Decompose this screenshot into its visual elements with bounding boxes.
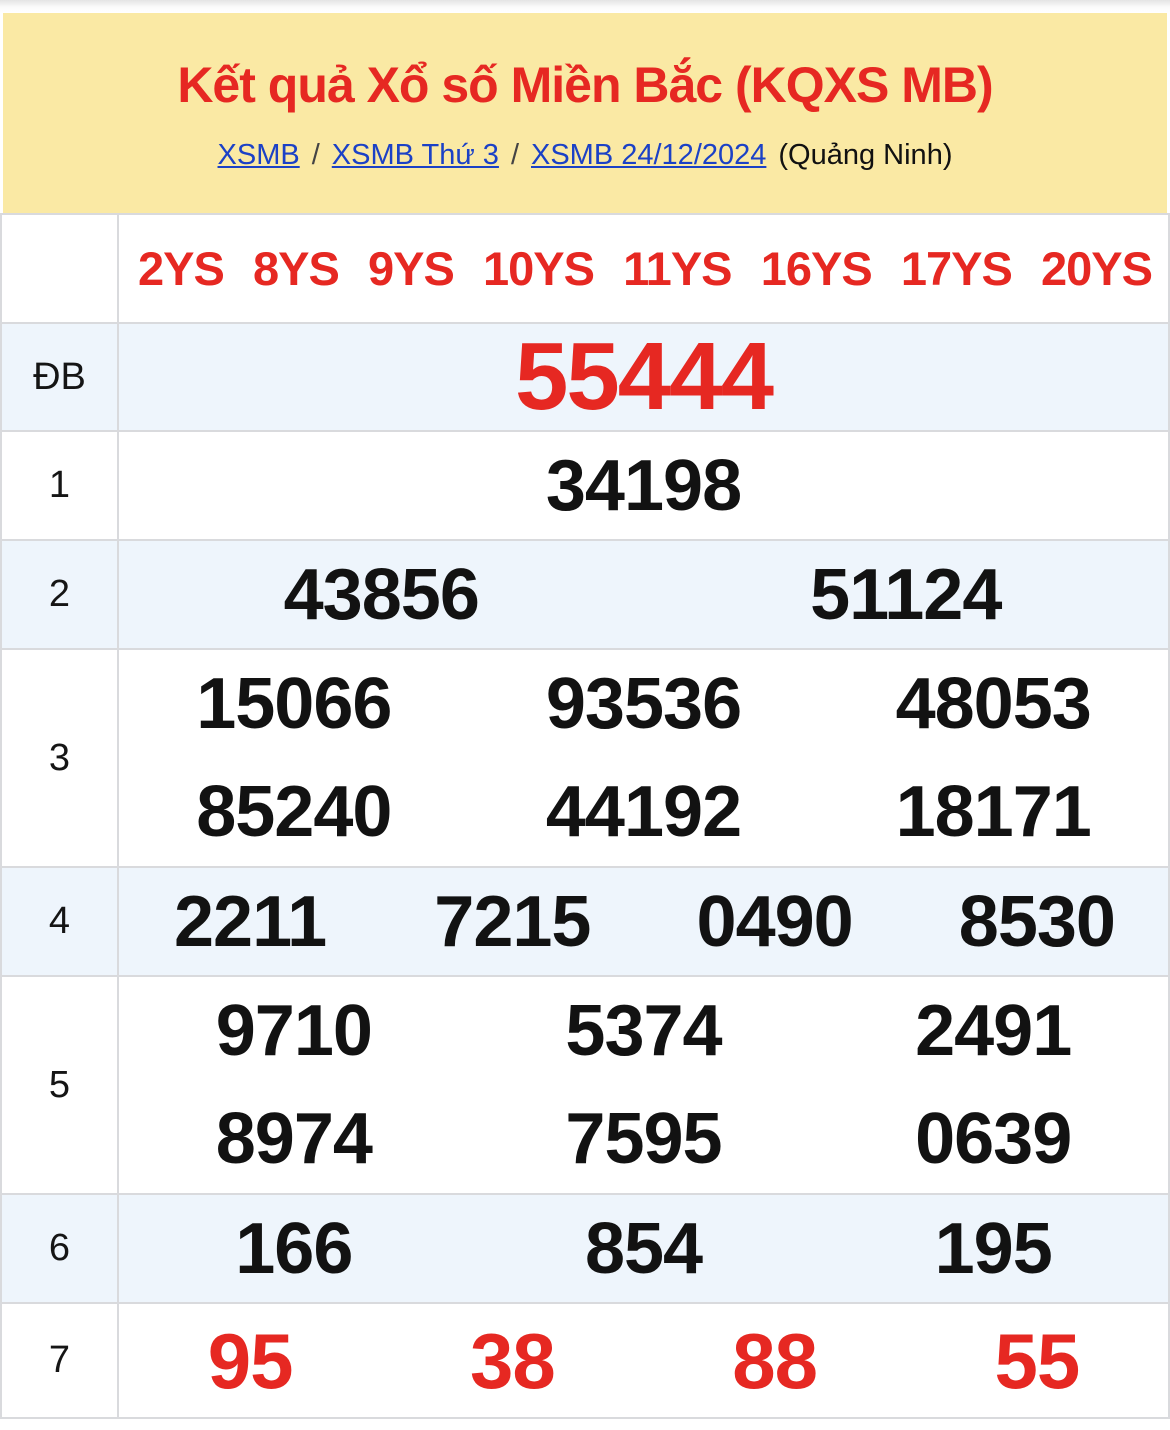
row-label-empty xyxy=(2,215,119,322)
row-label-3: 3 xyxy=(2,650,119,866)
breadcrumb: XSMB / XSMB Thứ 3 / XSMB 24/12/2024 (Quả… xyxy=(218,139,953,172)
row-label-6: 6 xyxy=(2,1195,119,1302)
column-header: 11YS xyxy=(623,242,732,295)
prize-number: 0639 xyxy=(915,1099,1072,1179)
breadcrumb-province: (Quảng Ninh) xyxy=(778,139,953,171)
table-row-prize-2: 2 43856 51124 xyxy=(2,539,1168,648)
results-table: 2YS 8YS 9YS 10YS 11YS 16YS 17YS 20YS ĐB … xyxy=(0,213,1170,1419)
row-label-5: 5 xyxy=(2,977,119,1193)
column-header: 20YS xyxy=(1040,242,1153,295)
results-header: Kết quả Xổ số Miền Bắc (KQXS MB) XSMB / … xyxy=(3,13,1167,213)
row-label-db: ĐB xyxy=(2,324,119,430)
prize-number: 48053 xyxy=(895,664,1092,744)
column-header: 10YS xyxy=(483,242,595,295)
column-header: 9YS xyxy=(368,242,455,295)
prize-number: 95 xyxy=(207,1316,294,1405)
prize-number: 38 xyxy=(469,1316,556,1405)
breadcrumb-link-xsmb[interactable]: XSMB xyxy=(217,139,300,171)
prize-number: 44192 xyxy=(545,772,742,852)
prize-number: 8974 xyxy=(215,1099,373,1179)
table-row-prize-3: 3 15066 93536 48053 85240 44192 18171 xyxy=(2,648,1168,866)
breadcrumb-separator: / xyxy=(311,139,320,171)
prize-number: 195 xyxy=(934,1208,1053,1289)
column-header: 16YS xyxy=(760,242,873,295)
prize-number: 7215 xyxy=(434,881,591,962)
page-title: Kết quả Xổ số Miền Bắc (KQXS MB) xyxy=(177,57,993,113)
prize-number: 15066 xyxy=(196,664,392,744)
row-label-7: 7 xyxy=(2,1304,119,1417)
row-label-1: 1 xyxy=(2,432,119,539)
prize-number: 85240 xyxy=(196,772,392,852)
column-headers: 2YS 8YS 9YS 10YS 11YS 16YS 17YS 20YS xyxy=(119,215,1168,322)
breadcrumb-link-xsmb-thu-3[interactable]: XSMB Thứ 3 xyxy=(331,139,499,171)
prize-number: 88 xyxy=(732,1316,818,1405)
prize-number: 55 xyxy=(994,1316,1080,1405)
table-row-special-prize: ĐB 55444 xyxy=(2,322,1168,430)
prize-number: 7595 xyxy=(565,1099,722,1179)
prize-number: 166 xyxy=(235,1208,353,1289)
table-row-prize-6: 6 166 854 195 xyxy=(2,1193,1168,1302)
prize-number: 2491 xyxy=(915,991,1072,1071)
column-header: 2YS xyxy=(138,242,225,295)
prize-number: 93536 xyxy=(545,664,742,744)
column-header: 8YS xyxy=(253,242,340,295)
column-header: 17YS xyxy=(900,242,1013,295)
prize-number: 9710 xyxy=(215,991,373,1071)
row-label-2: 2 xyxy=(2,541,119,648)
prize-number: 854 xyxy=(584,1208,703,1289)
row-label-4: 4 xyxy=(2,868,119,975)
prize-number: 34198 xyxy=(545,445,742,526)
breadcrumb-link-xsmb-date[interactable]: XSMB 24/12/2024 xyxy=(531,139,767,171)
prize-number: 0490 xyxy=(696,881,854,962)
breadcrumb-separator: / xyxy=(510,139,519,171)
prize-number: 2211 xyxy=(174,881,327,962)
table-row-prize-1: 1 34198 xyxy=(2,430,1168,539)
prize-number: 18171 xyxy=(895,772,1092,852)
prize-number: 8530 xyxy=(958,881,1116,962)
table-row-prize-4: 4 2211 7215 0490 8530 xyxy=(2,866,1168,975)
table-row-prize-5: 5 9710 5374 2491 8974 7595 0639 xyxy=(2,975,1168,1193)
special-prize-number: 55444 xyxy=(515,323,774,430)
prize-number: 5374 xyxy=(565,991,722,1071)
page-top-shadow xyxy=(0,0,1170,13)
prize-number: 43856 xyxy=(283,554,480,635)
prize-number: 51124 xyxy=(810,554,1002,635)
table-row-prize-7: 7 95 38 88 55 xyxy=(2,1302,1168,1417)
table-row-column-headers: 2YS 8YS 9YS 10YS 11YS 16YS 17YS 20YS xyxy=(2,215,1168,322)
